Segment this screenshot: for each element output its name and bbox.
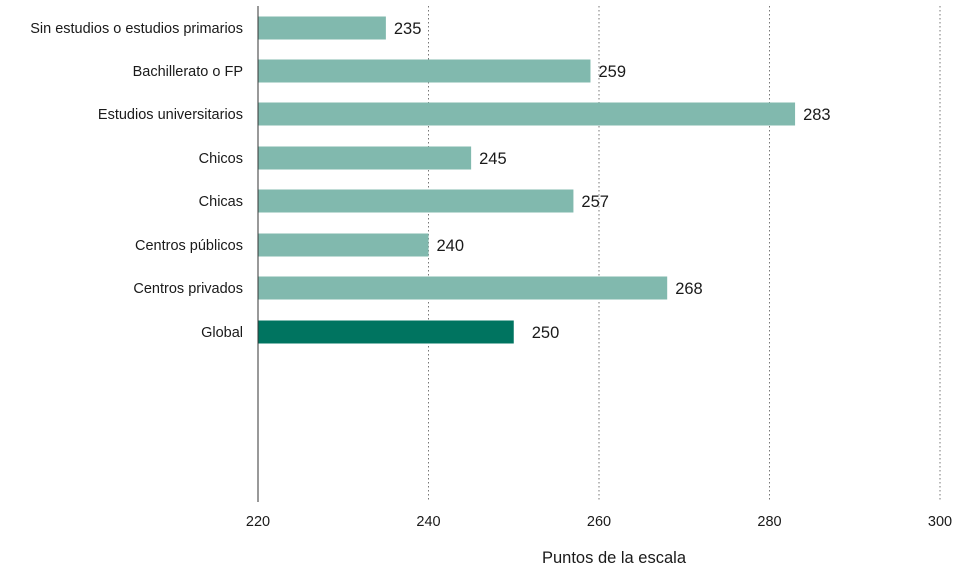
x-tick-label-240: 240 bbox=[416, 514, 440, 530]
category-label-chicas: Chicas bbox=[199, 194, 243, 210]
bar-chicos bbox=[258, 146, 472, 170]
bar-chicas bbox=[258, 189, 574, 213]
category-label-centros-privados: Centros privados bbox=[133, 281, 243, 297]
value-label-global: 250 bbox=[532, 324, 560, 342]
category-label-chicos: Chicos bbox=[199, 151, 243, 167]
category-label-bachillerato-o-fp: Bachillerato o FP bbox=[133, 64, 243, 80]
value-label-centros-publicos: 240 bbox=[437, 237, 465, 255]
x-tick-label-300: 300 bbox=[928, 514, 952, 530]
bar-centros-privados bbox=[258, 276, 668, 300]
x-tick-label-260: 260 bbox=[587, 514, 611, 530]
category-label-global: Global bbox=[201, 325, 243, 341]
value-label-estudios-universitarios: 283 bbox=[803, 106, 831, 124]
x-tick-label-280: 280 bbox=[757, 514, 781, 530]
x-tick-label-220: 220 bbox=[246, 514, 270, 530]
value-label-centros-privados: 268 bbox=[675, 280, 703, 298]
bars bbox=[258, 16, 796, 344]
category-label-centros-publicos: Centros públicos bbox=[135, 238, 243, 254]
category-label-estudios-universitarios: Estudios universitarios bbox=[98, 107, 243, 123]
bar-global bbox=[258, 320, 514, 344]
category-labels: Sin estudios o estudios primarios Bachill… bbox=[30, 21, 243, 341]
bar-bachillerato-o-fp bbox=[258, 59, 591, 83]
value-label-sin-estudios-o-estudios-primarios: 235 bbox=[394, 20, 422, 38]
bar-sin-estudios-o-estudios-primarios bbox=[258, 16, 386, 40]
value-labels: 235 259 283 245 257 240 268 250 bbox=[394, 20, 831, 342]
value-label-chicos: 245 bbox=[479, 150, 507, 168]
value-label-chicas: 257 bbox=[581, 193, 609, 211]
category-label-sin-estudios-o-estudios-primarios: Sin estudios o estudios primarios bbox=[30, 21, 243, 37]
x-axis-title: Puntos de la escala bbox=[542, 549, 687, 567]
value-label-bachillerato-o-fp: 259 bbox=[598, 63, 626, 81]
bar-estudios-universitarios bbox=[258, 102, 796, 126]
bar-centros-publicos bbox=[258, 233, 429, 257]
x-tick-labels: 220 240 260 280 300 bbox=[246, 514, 952, 530]
